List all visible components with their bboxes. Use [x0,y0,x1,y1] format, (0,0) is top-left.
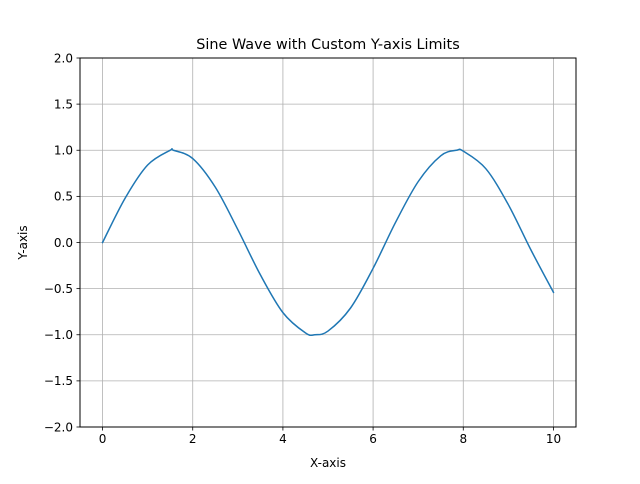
y-tick-label: −1.0 [44,328,73,342]
x-tick-label: 4 [279,432,287,446]
x-tick-label: 10 [546,432,561,446]
series-layer [101,148,555,337]
y-tick-label: 2.0 [54,51,73,65]
y-tick-label: 1.0 [54,144,73,158]
y-tick-label: 0.0 [54,236,73,250]
chart-title: Sine Wave with Custom Y-axis Limits [196,37,459,53]
y-tick-label: 0.5 [54,190,73,204]
x-axis-label: X-axis [310,456,346,470]
y-axis-label: Y-axis [16,225,30,260]
y-tick-label: −1.5 [44,374,73,388]
axis-ticks: 0 2 4 6 8 10 −2.0 −1.5 −1.0 −0.5 0.0 0.5 1.0 1.5 2.0 [44,51,561,446]
y-tick-label: 1.5 [54,97,73,111]
sine-series-line [101,148,555,337]
x-tick-label: 0 [99,432,107,446]
x-tick-label: 2 [189,432,197,446]
y-tick-label: −2.0 [44,420,73,434]
x-tick-label: 8 [459,432,467,446]
y-tick-label: −0.5 [44,282,73,296]
x-tick-label: 6 [369,432,377,446]
grid-lines [80,57,576,428]
